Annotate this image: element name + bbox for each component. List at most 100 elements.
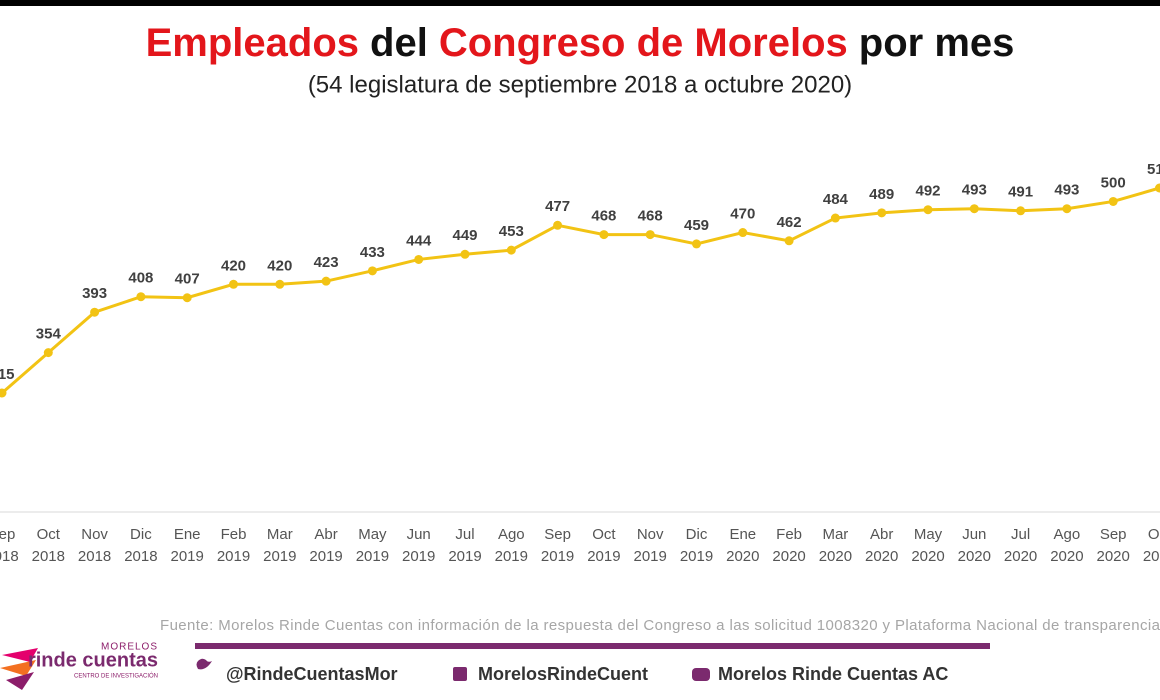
- data-label: 484: [823, 191, 849, 208]
- x-tick-label: Jun 2019: [402, 526, 436, 565]
- x-tick-label: Oct 2020: [1142, 526, 1160, 565]
- x-tick-label: Jul 2019: [448, 526, 482, 565]
- x-tick-label: Ene 2020: [726, 526, 760, 565]
- data-label: 407: [175, 271, 200, 288]
- x-tick-label: Sep 2020: [1096, 526, 1130, 565]
- x-tick-label: Sep 2018: [0, 526, 19, 565]
- point: [553, 220, 563, 230]
- x-tick-label: Ene 2019: [170, 526, 204, 565]
- point: [460, 249, 470, 259]
- point: [784, 236, 794, 246]
- point: [182, 293, 192, 303]
- x-tick-label: Ago 2019: [494, 526, 528, 565]
- point: [1155, 183, 1160, 193]
- point: [1062, 204, 1072, 214]
- data-label: 459: [684, 217, 709, 234]
- data-label: 513: [1147, 161, 1160, 178]
- source: Fuente: Morelos Rinde Cuentas con inform…: [160, 617, 1160, 634]
- point: [414, 254, 424, 264]
- point: [645, 230, 655, 240]
- x-tick-label: Jun 2020: [957, 526, 991, 565]
- point: [321, 276, 331, 286]
- x-tick-label: May 2019: [355, 526, 390, 565]
- logo-top: MORELOS: [101, 642, 158, 653]
- data-label: 453: [499, 223, 524, 240]
- data-label: 444: [406, 232, 432, 249]
- data-label: 315: [0, 366, 15, 383]
- x-tick-label: Abr 2019: [309, 526, 343, 565]
- data-label: 493: [1054, 182, 1079, 199]
- data-label: 477: [545, 198, 570, 215]
- logo: [0, 648, 38, 690]
- title-part: por mes: [859, 21, 1015, 65]
- data-label: 408: [128, 270, 153, 287]
- x-tick-label: Oct 2018: [31, 526, 65, 565]
- title-part: del: [370, 21, 428, 65]
- footer-bar: [195, 643, 990, 649]
- point: [599, 230, 609, 240]
- point: [90, 307, 100, 317]
- twitter-handle: @RindeCuentasMor: [226, 664, 398, 684]
- twitter-icon: [196, 658, 212, 670]
- x-tick-label: Dic 2018: [124, 526, 158, 565]
- x-tick-label: Oct 2019: [587, 526, 621, 565]
- title-part: Congreso de Morelos: [439, 21, 848, 65]
- data-label: 492: [915, 183, 940, 200]
- data-label: 420: [221, 257, 246, 274]
- data-label: 449: [452, 227, 477, 244]
- data-label: 433: [360, 244, 385, 261]
- data-label: 493: [962, 182, 987, 199]
- point: [506, 245, 516, 255]
- x-tick-label: Dic 2019: [679, 526, 714, 565]
- x-tick-label: Nov 2018: [77, 526, 112, 565]
- point: [0, 388, 7, 398]
- data-label: 393: [82, 285, 107, 302]
- point: [136, 292, 146, 302]
- x-tick-label: Feb 2020: [772, 526, 806, 565]
- line: [1, 186, 1160, 395]
- data-label: 470: [730, 205, 755, 222]
- point: [923, 205, 933, 215]
- point: [1016, 206, 1026, 216]
- facebook-handle: MorelosRindeCuent: [478, 664, 649, 684]
- youtube-handle: Morelos Rinde Cuentas AC: [718, 664, 949, 684]
- data-label: 354: [36, 326, 62, 343]
- x-tick-label: Feb 2019: [216, 526, 251, 565]
- data-label: 491: [1008, 184, 1033, 201]
- point: [1108, 196, 1118, 206]
- x-tick-label: Sep 2019: [540, 526, 575, 565]
- top-bar: [0, 0, 1160, 6]
- point: [43, 348, 53, 358]
- point: [367, 266, 377, 276]
- x-tick-label: Mar 2020: [818, 526, 853, 565]
- logo-sub: CENTRO DE INVESTIGACIÓN: [74, 673, 158, 680]
- point: [738, 228, 748, 238]
- data-label: 420: [267, 257, 292, 274]
- x-tick-label: May 2020: [911, 526, 945, 565]
- x-tick-label: Abr 2020: [865, 526, 899, 565]
- point: [877, 208, 887, 218]
- facebook-icon: [453, 667, 467, 681]
- data-label: 468: [638, 208, 663, 225]
- data-label: 500: [1101, 174, 1126, 191]
- x-tick-label: Mar 2019: [263, 526, 297, 565]
- data-label: 423: [314, 254, 339, 271]
- point: [275, 279, 285, 289]
- point: [229, 279, 238, 289]
- chart-title: Empleados del Congreso de Morelos por mes: [146, 21, 1015, 65]
- youtube-icon: [692, 668, 710, 681]
- logo-name: rinde cuentas: [28, 649, 158, 671]
- data-label: 462: [777, 214, 802, 231]
- x-tick-label: Nov 2019: [633, 526, 667, 565]
- data-label: 468: [591, 208, 616, 225]
- x-tick-label: Ago 2020: [1050, 526, 1084, 565]
- x-tick-label: Jul 2020: [1003, 526, 1038, 565]
- point: [692, 239, 701, 249]
- point: [969, 204, 979, 214]
- title-part: Empleados: [146, 21, 359, 65]
- data-label: 489: [869, 186, 894, 203]
- point: [830, 213, 840, 223]
- chart-subtitle: (54 legislatura de septiembre 2018 a oct…: [308, 71, 852, 98]
